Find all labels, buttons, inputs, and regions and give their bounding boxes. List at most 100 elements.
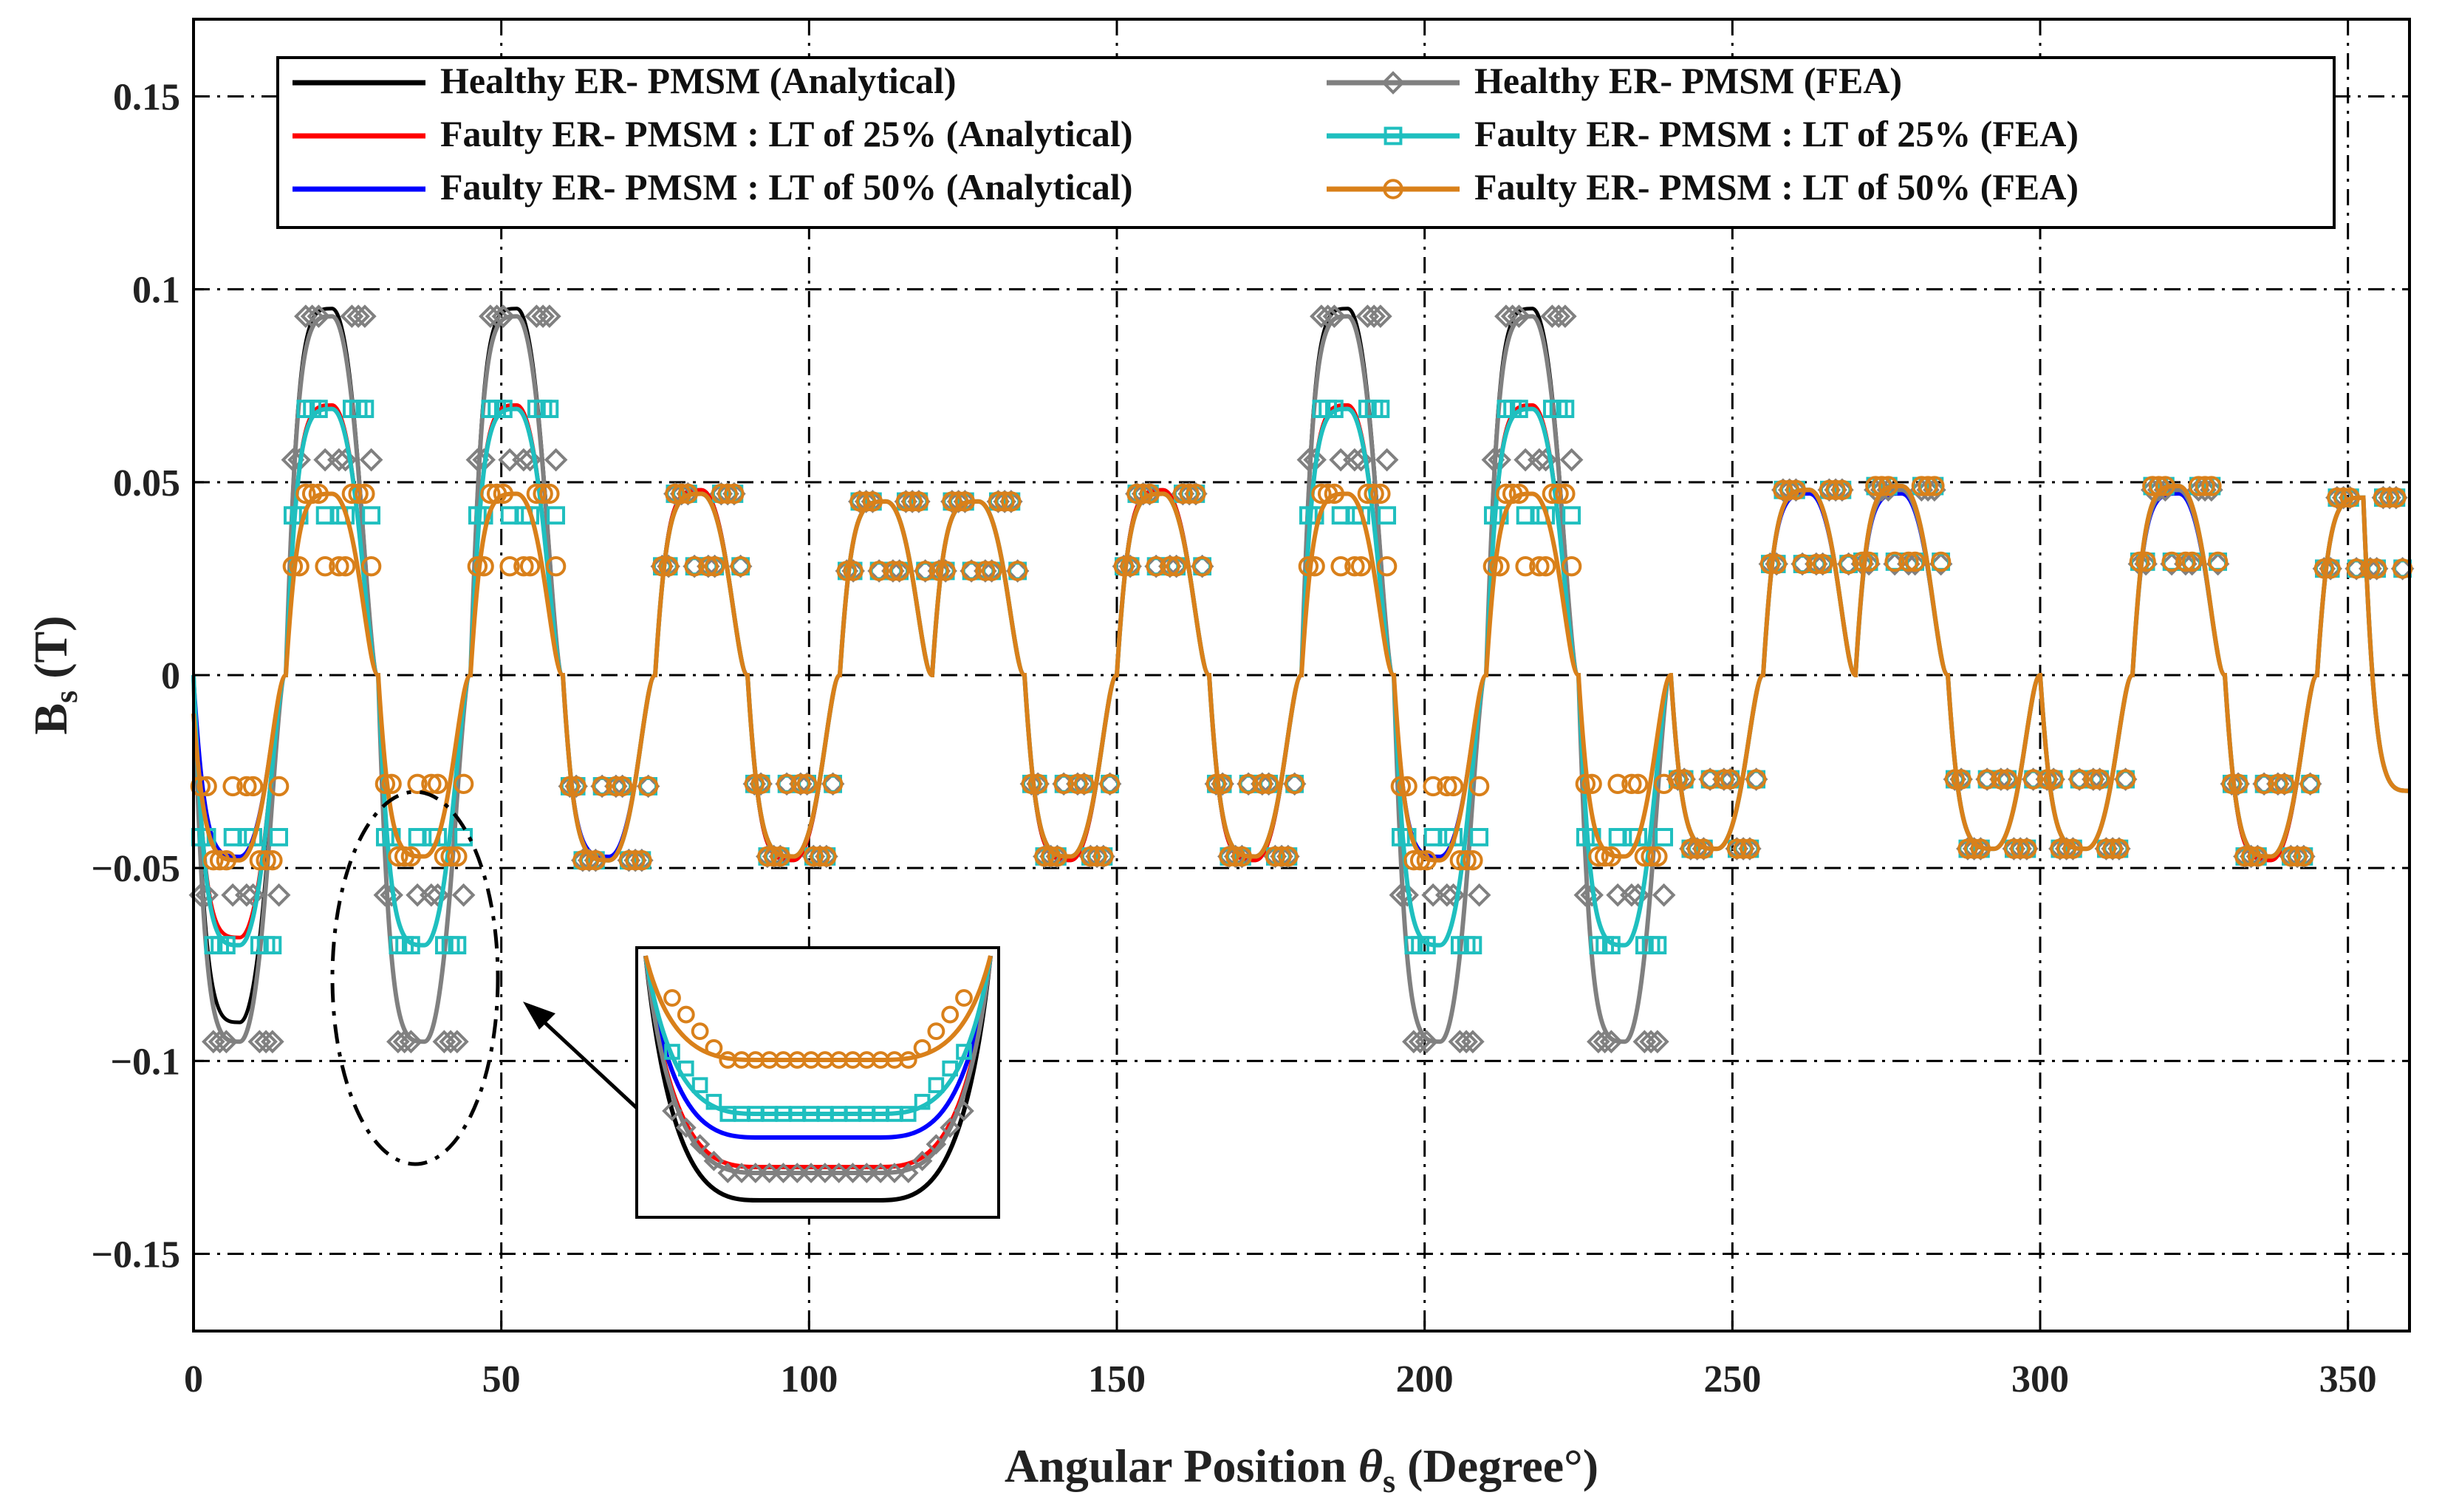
data-point-circle: [2017, 838, 2037, 859]
data-point-circle: [1370, 483, 1391, 504]
data-point-circle: [1806, 553, 1827, 575]
data-point-circle: [434, 846, 455, 867]
data-point-diamond: [531, 304, 555, 329]
data-point-circle: [855, 491, 877, 512]
data-point-circle: [1575, 773, 1596, 795]
data-point-circle: [1126, 483, 1147, 504]
data-point-circle: [1468, 776, 1490, 797]
data-point-circle: [301, 483, 323, 504]
data-point-circle: [2129, 551, 2150, 572]
data-point-diamond: [392, 1030, 417, 1054]
data-point-circle: [578, 850, 600, 871]
data-point-circle: [1930, 551, 1952, 572]
data-point-circle: [954, 491, 976, 512]
data-point-diamond: [1395, 883, 1419, 907]
data-point-circle: [1416, 850, 1437, 871]
data-point-circle: [2022, 769, 2044, 790]
data-point-square: [493, 400, 513, 418]
legend-item-5: Faulty ER- PMSM : LT of 25% (FEA): [1327, 113, 2079, 154]
data-point-circle: [1832, 479, 1853, 500]
data-point-circle: [2181, 551, 2203, 572]
data-point-circle: [902, 491, 923, 512]
data-point-circle: [1087, 846, 1107, 867]
data-point-circle: [453, 773, 474, 795]
data-point-circle: [1852, 551, 1873, 572]
y-tick-label: −0.1: [110, 1041, 180, 1083]
data-point-circle: [2379, 488, 2400, 508]
data-point-circle: [2339, 488, 2361, 508]
data-point-diamond: [491, 304, 516, 329]
data-point-circle: [803, 846, 824, 867]
annotation-arrowhead: [523, 1002, 555, 1030]
data-point-diamond: [327, 448, 351, 472]
data-point-circle: [2221, 773, 2243, 795]
data-point-circle: [1437, 776, 1457, 797]
x-axis-title: Angular Position θs (Degree°): [1005, 1440, 1598, 1499]
data-point-circle: [928, 561, 950, 581]
data-point-circle: [1021, 773, 1042, 795]
data-point-circle: [1099, 773, 1121, 795]
data-point-circle: [618, 850, 640, 871]
data-point-circle: [480, 483, 501, 504]
data-point-circle: [329, 555, 349, 577]
data-point-diamond: [1435, 883, 1459, 907]
data-point-circle: [790, 773, 811, 795]
data-point-diamond: [815, 1163, 835, 1183]
data-point-circle: [1397, 776, 1417, 797]
inset-series-line: [643, 955, 993, 1203]
data-point-square: [500, 506, 519, 525]
legend-item-3: Faulty ER- PMSM : LT of 50% (Analytical): [293, 166, 1132, 208]
legend-label: Healthy ER- PMSM (FEA): [1474, 60, 1902, 101]
x-tick-label: 50: [482, 1358, 521, 1400]
data-point-square: [1470, 827, 1489, 846]
data-point-circle: [533, 483, 553, 504]
data-point-circle: [1067, 773, 1088, 795]
y-tick-label: 0.1: [132, 270, 180, 312]
x-tick-label: 150: [1088, 1358, 1146, 1400]
data-point-circle: [1357, 483, 1378, 504]
data-point-diamond: [512, 448, 536, 472]
data-point-circle: [1311, 483, 1332, 504]
data-point-circle: [2299, 773, 2321, 795]
data-point-circle: [1191, 555, 1213, 577]
data-point-square: [362, 506, 381, 525]
data-point-diamond: [1461, 1030, 1485, 1054]
data-point-circle: [1284, 773, 1305, 795]
data-point-circle: [2280, 846, 2302, 867]
data-point-diamond: [445, 1030, 469, 1054]
data-point-diamond: [1507, 304, 1531, 329]
data-point-circle: [2069, 769, 2090, 790]
data-point-circle: [473, 555, 494, 577]
data-point-circle: [1423, 776, 1443, 797]
data-point-circle: [203, 850, 224, 871]
data-point-square: [914, 1093, 931, 1110]
data-point-circle: [665, 483, 685, 504]
svg-text:Angular Position θs (Degree°): Angular Position θs (Degree°): [1005, 1440, 1598, 1499]
data-point-circle: [2313, 558, 2335, 579]
data-point-circle: [625, 850, 646, 871]
data-point-square: [448, 936, 467, 955]
data-point-square: [547, 506, 566, 525]
data-point-circle: [1714, 769, 1734, 790]
y-axis-subscript: s: [48, 691, 84, 703]
data-point-square: [315, 506, 335, 525]
data-point-circle: [1997, 769, 2018, 790]
data-point-diamond: [1547, 304, 1570, 329]
data-point-diamond: [353, 304, 377, 329]
data-point-circle: [1601, 846, 1622, 867]
data-point-circle: [1449, 850, 1471, 871]
data-point-square: [1648, 936, 1667, 955]
data-point-circle: [2320, 558, 2341, 579]
data-point-circle: [539, 483, 560, 504]
data-point-diamond: [1343, 448, 1367, 472]
data-point-circle: [914, 561, 936, 581]
data-point-circle: [1779, 479, 1800, 500]
data-point-circle: [2346, 558, 2367, 579]
data-point-circle: [717, 483, 738, 504]
legend-item-2: Faulty ER- PMSM : LT of 25% (Analytical): [293, 113, 1132, 154]
data-point-circle: [1383, 179, 1403, 199]
data-point-circle: [289, 555, 309, 577]
data-point-circle: [637, 776, 659, 797]
data-point-circle: [407, 773, 428, 795]
data-point-circle: [1073, 773, 1095, 795]
